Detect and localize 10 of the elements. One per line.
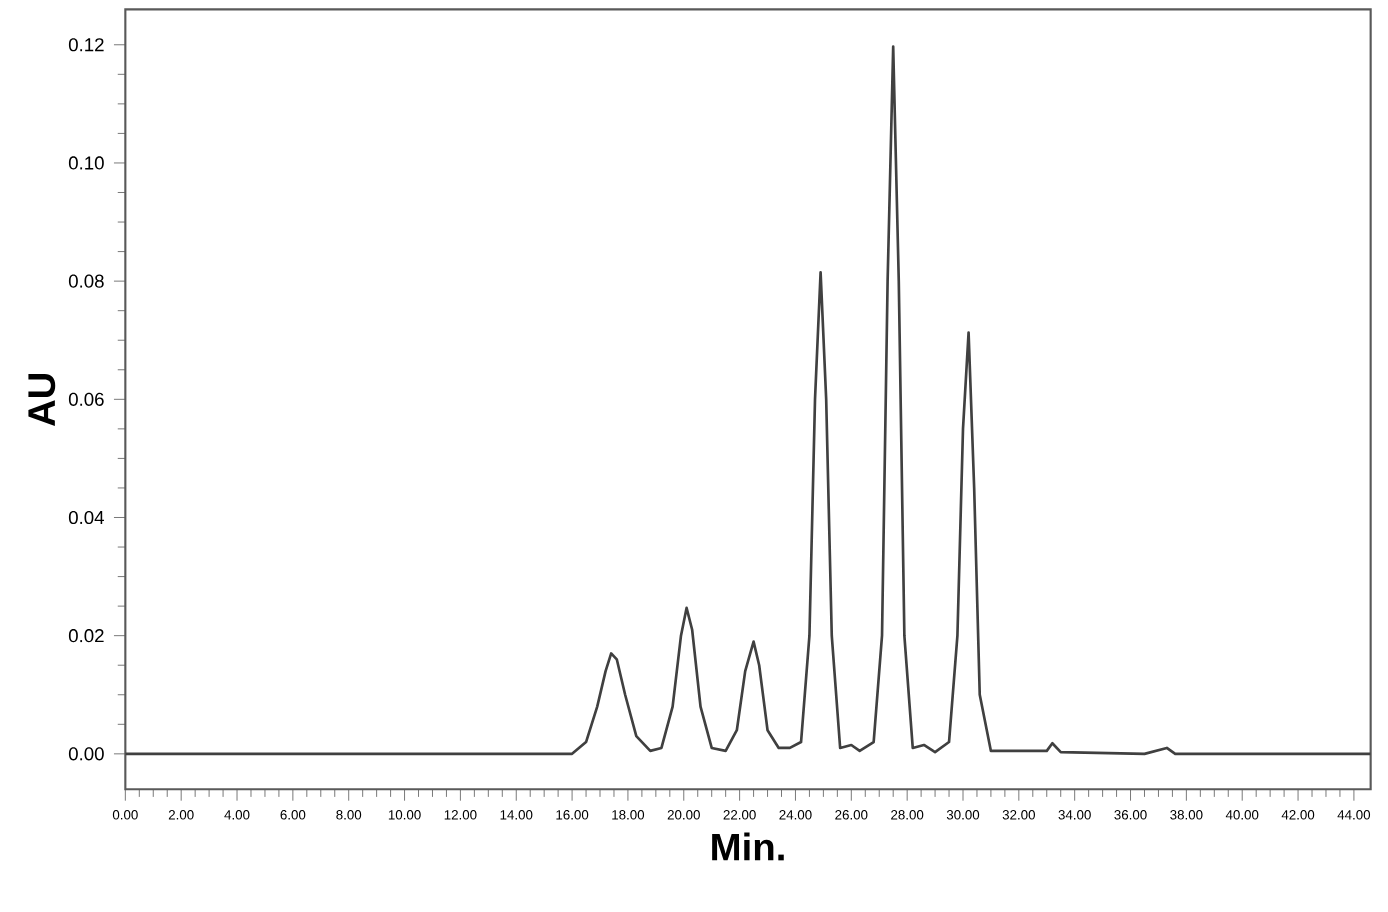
- y-tick-label: 0.00: [68, 747, 104, 761]
- y-tick-label: 0.08: [68, 274, 104, 288]
- line-series: [125, 45, 1371, 756]
- x-axis-title: Min.: [712, 832, 784, 861]
- y-axis-title: AU: [28, 373, 56, 427]
- y-tick-label: 0.12: [68, 38, 104, 52]
- y-tick-label: 0.10: [68, 156, 104, 170]
- y-tick-label: 0.04: [68, 510, 104, 525]
- y-tick-label: 0.06: [68, 392, 104, 406]
- y-tick-label: 0.02: [68, 629, 104, 643]
